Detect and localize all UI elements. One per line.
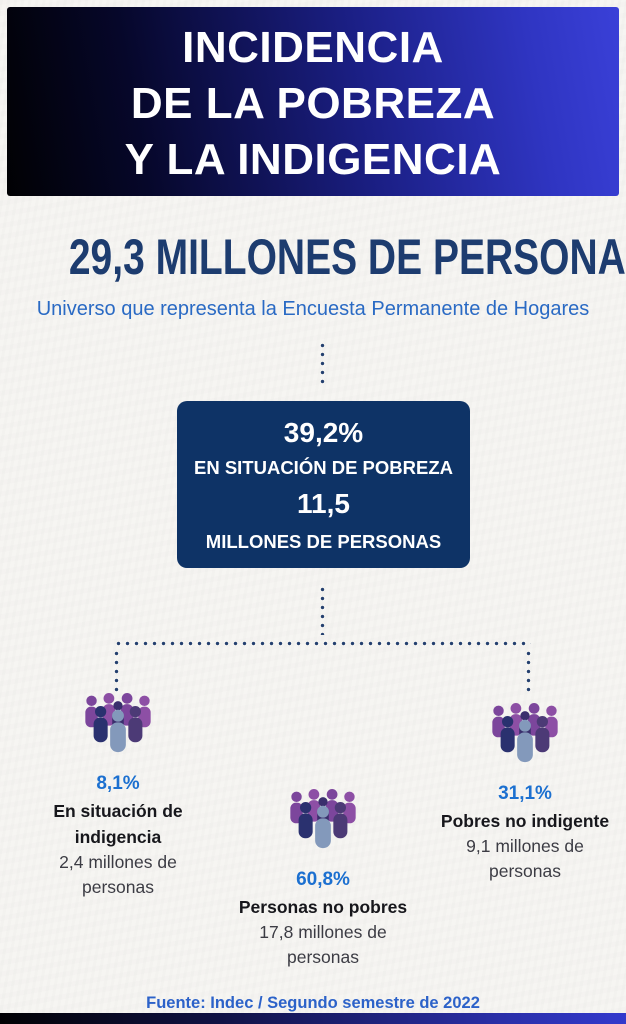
group-indigencia: 8,1% En situación de indigencia 2,4 mill… [18, 690, 218, 900]
source-note: Fuente: Indec / Segundo semestre de 2022 [146, 994, 480, 1012]
dotted-connector-vertical-top [320, 341, 325, 386]
indigencia-value: 2,4 millones de personas [59, 852, 177, 897]
pobres-no-indigentes-value: 9,1 millones de personas [466, 836, 584, 881]
header-title-line-2: DE LA POBREZA [130, 78, 496, 128]
crowd-icon [492, 702, 558, 763]
no-pobres-label: Personas no pobres [238, 897, 408, 917]
no-pobres-value: 17,8 millones de personas [259, 922, 387, 967]
indigencia-label: En situación de indigencia [53, 801, 183, 847]
poverty-percent: 39,2% [283, 417, 364, 448]
universe-subtitle: Universo que representa la Encuesta Perm… [36, 298, 590, 320]
indigencia-percent: 8,1% [96, 773, 140, 794]
poverty-stat-box: 39,2% EN SITUACIÓN DE POBREZA 11,5 MILLO… [177, 401, 470, 568]
dotted-connector-vertical-mid [320, 585, 325, 635]
dotted-connector-vertical-left [114, 649, 119, 695]
poverty-value-label: MILLONES DE PERSONAS [205, 531, 442, 552]
group-pobres-no-indigentes: 31,1% Pobres no indigente 9,1 millones d… [425, 700, 625, 884]
dotted-connector-vertical-right [526, 649, 531, 695]
bottom-gradient-bar [0, 1013, 626, 1024]
dotted-connector-horizontal [114, 641, 531, 646]
poverty-value: 11,5 [297, 488, 350, 519]
crowd-icon [85, 692, 151, 753]
group-no-pobres: 60,8% Personas no pobres 17,8 millones d… [223, 786, 423, 970]
universe-headline: 29,3 MILLONES DE PERSONAS [68, 229, 626, 285]
pobres-no-indigentes-percent: 31,1% [498, 783, 552, 804]
pobres-no-indigentes-label: Pobres no indigente [440, 811, 610, 831]
header-title-line-1: INCIDENCIA [182, 22, 444, 72]
poverty-label: EN SITUACIÓN DE POBREZA [193, 457, 454, 478]
header-title-line-3: Y LA INDIGENCIA [124, 134, 502, 184]
no-pobres-percent: 60,8% [296, 869, 350, 890]
header-banner: INCIDENCIA DE LA POBREZA Y LA INDIGENCIA [7, 7, 619, 196]
crowd-icon [290, 788, 356, 849]
